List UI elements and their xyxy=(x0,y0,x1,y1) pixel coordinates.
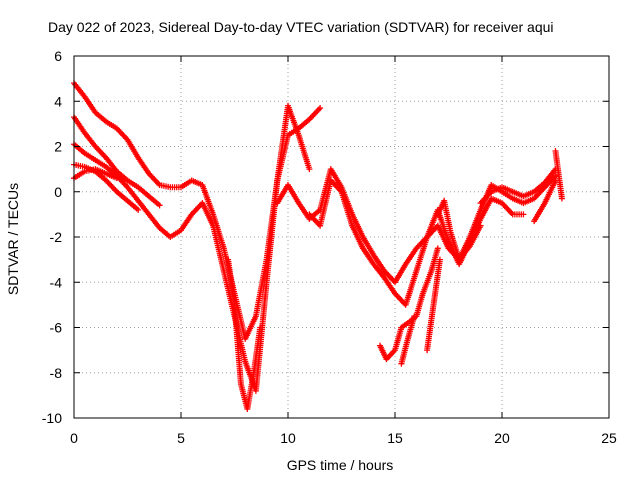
data-series xyxy=(424,256,443,354)
data-point xyxy=(558,195,565,202)
data-series xyxy=(477,166,559,207)
y-tick-label: -4 xyxy=(50,274,63,290)
data-series xyxy=(71,114,163,209)
x-tick-label: 15 xyxy=(387,430,403,446)
data-series xyxy=(306,177,527,308)
data-point xyxy=(436,256,443,263)
x-tick-label: 0 xyxy=(70,430,78,446)
data-series xyxy=(552,148,565,202)
chart-title: Day 022 of 2023, Sidereal Day-to-day VTE… xyxy=(48,19,554,35)
y-axis-label: SDTVAR / TECUs xyxy=(5,183,21,295)
y-tick-label: -10 xyxy=(42,410,62,426)
data-point xyxy=(520,211,527,218)
data-point xyxy=(306,166,313,173)
x-axis-label: GPS time / hours xyxy=(287,457,394,473)
data-series xyxy=(71,166,120,182)
data-point xyxy=(411,313,418,320)
y-tick-label: 4 xyxy=(54,93,62,109)
data-point xyxy=(156,202,163,209)
data-point xyxy=(257,324,264,331)
data-series xyxy=(71,105,324,394)
data-points xyxy=(71,80,565,412)
data-point xyxy=(477,222,484,229)
data-series xyxy=(398,313,418,367)
x-tick-label: 20 xyxy=(494,430,510,446)
y-tick-label: 6 xyxy=(54,48,62,64)
data-series xyxy=(434,197,484,263)
data-point xyxy=(113,175,120,182)
y-axis-ticks: -10 -8 -6 -4 -2 0 2 4 6 xyxy=(42,48,609,426)
x-axis-ticks: 0 5 10 15 20 25 xyxy=(70,56,617,446)
data-series xyxy=(531,177,559,225)
data-series xyxy=(225,256,264,412)
grid-lines xyxy=(74,56,609,418)
data-point xyxy=(317,105,324,112)
x-tick-label: 5 xyxy=(177,430,185,446)
data-point xyxy=(135,206,142,213)
y-tick-label: 0 xyxy=(54,184,62,200)
y-tick-label: -8 xyxy=(50,365,63,381)
y-tick-label: -2 xyxy=(50,229,63,245)
y-tick-label: -6 xyxy=(50,320,63,336)
data-point xyxy=(434,245,441,252)
y-tick-label: 2 xyxy=(54,139,62,155)
x-tick-label: 10 xyxy=(280,430,296,446)
x-tick-label: 25 xyxy=(601,430,617,446)
